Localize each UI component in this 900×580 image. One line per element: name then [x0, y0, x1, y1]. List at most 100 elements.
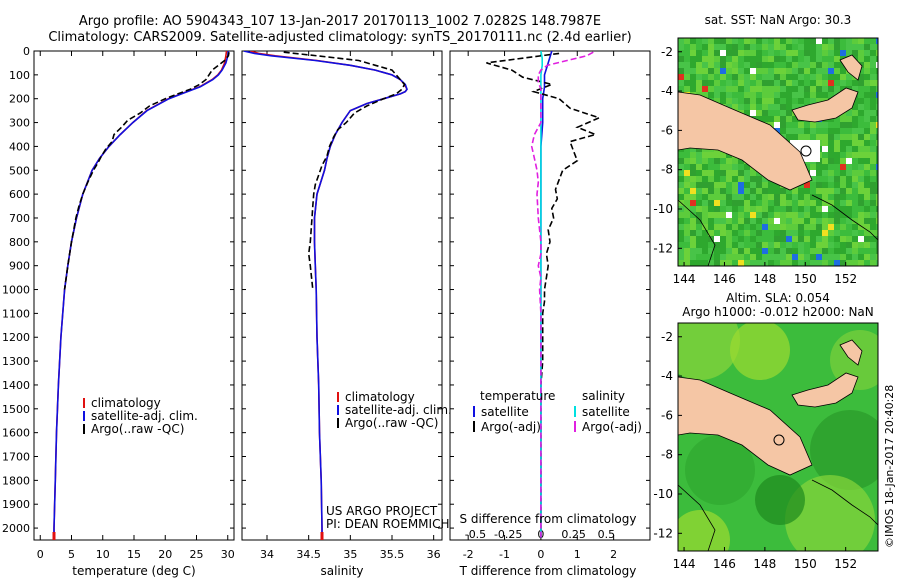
sst-cell: [726, 80, 732, 86]
sst-cell: [750, 80, 756, 86]
sst-cell: [834, 170, 840, 176]
sst-cell: [828, 218, 834, 224]
sst-cell: [738, 206, 744, 212]
sst-cell: [798, 44, 804, 50]
sst-cell: [750, 56, 756, 62]
sst-cell: [834, 254, 840, 260]
sst-cell: [708, 38, 714, 44]
sst-cell: [738, 212, 744, 218]
sst-cell: [858, 188, 864, 194]
sst-cell: [870, 254, 876, 260]
sst-cell: [816, 260, 822, 266]
sst-cell: [732, 38, 738, 44]
sst-cell: [720, 158, 726, 164]
sst-cell: [822, 56, 828, 62]
series-line-salinity-argo-adj-: [530, 51, 594, 538]
sst-cell: [810, 128, 816, 134]
sst-cell: [840, 218, 846, 224]
sst-cell: [834, 176, 840, 182]
sst-cell: [756, 200, 762, 206]
sst-cell: [816, 218, 822, 224]
sst-cell: [768, 254, 774, 260]
sst-cell: [852, 38, 858, 44]
sst-cell: [798, 200, 804, 206]
sst-cell: [810, 212, 816, 218]
sst-cell: [840, 194, 846, 200]
sst-cell: [798, 206, 804, 212]
sst-cell: [834, 62, 840, 68]
sst-cell: [768, 236, 774, 242]
sst-map: sat. SST: NaN Argo: 30.3 144 146 148 150 152…: [653, 13, 879, 286]
depth-tick-label: 1000: [2, 284, 30, 297]
sst-cell: [738, 164, 744, 170]
sst-cell: [708, 80, 714, 86]
sst-cell: [858, 44, 864, 50]
sst-cell: [714, 38, 720, 44]
sst-cell: [732, 74, 738, 80]
sst-cell: [876, 110, 878, 116]
sst-cell: [792, 122, 798, 128]
sst-cell: [726, 212, 732, 218]
sst-cell: [858, 98, 864, 104]
sst-cell: [684, 212, 690, 218]
sla-anomaly-blob: [730, 323, 790, 380]
sst-cell: [696, 206, 702, 212]
sst-cell: [822, 206, 828, 212]
sst-cell: [816, 128, 822, 134]
sst-cell: [732, 194, 738, 200]
sst-cell: [792, 50, 798, 56]
sst-cell: [708, 152, 714, 158]
sst-cell: [846, 230, 852, 236]
legend-label-t-satellite: satellite: [481, 405, 529, 419]
sst-land-new-ireland: [839, 54, 863, 81]
sst-cell: [684, 62, 690, 68]
sst-cell: [762, 38, 768, 44]
sst-cell: [678, 236, 684, 242]
sst-cell: [840, 122, 846, 128]
sst-cell: [816, 254, 822, 260]
sst-cell: [822, 50, 828, 56]
sst-cell: [858, 224, 864, 230]
sst-cell: [828, 74, 834, 80]
series-line-argo-raw-qc-: [63, 52, 230, 290]
sst-cell: [852, 254, 858, 260]
sst-cell: [870, 176, 876, 182]
sst-cell: [822, 164, 828, 170]
sst-cell: [840, 80, 846, 86]
sst-cell: [696, 188, 702, 194]
sst-cell: [768, 248, 774, 254]
sst-cell: [876, 86, 878, 92]
sst-cell: [780, 62, 786, 68]
sst-cell: [678, 248, 684, 254]
sst-cell: [738, 92, 744, 98]
sst-cell: [804, 212, 810, 218]
sst-cell: [738, 194, 744, 200]
sst-cell: [822, 182, 828, 188]
sst-cell: [738, 260, 744, 266]
lat-tick-label: -6: [661, 123, 673, 137]
sst-cell: [786, 206, 792, 212]
sst-cell: [834, 158, 840, 164]
sst-cell: [852, 158, 858, 164]
sst-cell: [726, 194, 732, 200]
sst-cell: [846, 242, 852, 248]
sst-cell: [828, 140, 834, 146]
x-tick-label: 35: [343, 548, 357, 561]
sst-cell: [702, 236, 708, 242]
sst-cell: [816, 98, 822, 104]
sst-cell: [810, 56, 816, 62]
sst-cell: [870, 122, 876, 128]
sst-cell: [828, 194, 834, 200]
sst-cell: [828, 86, 834, 92]
sst-cell: [834, 260, 840, 266]
depth-tick-label: 200: [9, 93, 30, 106]
sst-cell: [786, 242, 792, 248]
sst-cell: [690, 68, 696, 74]
sst-cell: [858, 104, 864, 110]
lat-tick-label: -12: [653, 526, 673, 540]
sst-cell: [678, 254, 684, 260]
sst-cell: [702, 260, 708, 266]
sst-cell: [714, 80, 720, 86]
sst-cell: [828, 242, 834, 248]
sst-cell: [732, 92, 738, 98]
